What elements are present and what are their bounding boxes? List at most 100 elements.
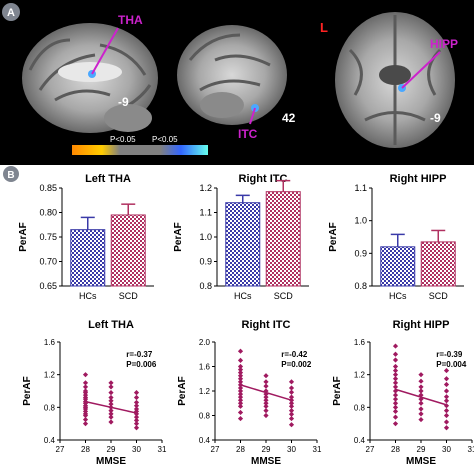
y-tick-label: 1.2 [354,371,366,380]
scatter-point [108,394,114,401]
scatter-point [443,398,450,404]
y-tick-label: 0.8 [354,403,366,412]
scatter-point [237,415,244,422]
scatter-point [237,348,244,354]
x-axis-label: MMSE [96,456,126,467]
scatter-point [418,406,424,412]
scatter-point [392,392,399,398]
y-tick-label: 0.8 [44,403,56,412]
side-label-l: L [320,20,328,35]
y-tick-label: 0.9 [199,257,212,267]
y-tick-label: 2.0 [199,338,211,347]
x-tick-label: 27 [211,445,220,454]
chart-1: Left THA 0.65 0.70 0.75 0.80 0.85 PerAF HCs SCD [18,173,154,301]
scatter-point [133,425,140,431]
chart-3: Right HIPP 0.8 0.9 1.0 1.1 PerAF HCs SCD [328,173,464,301]
y-tick-label: 0.8 [199,412,211,421]
scatter-point [237,391,244,397]
scatter-point [133,421,140,427]
scatter-point [108,414,114,420]
chart-4: Left THA 0.4 0.8 1.2 1.6 27 28 29 30 31 MMSE PerAF r… [22,319,167,467]
scatter-point [288,394,295,400]
y-tick-label: 0.80 [39,208,57,218]
correlation-p: P=0.004 [436,360,467,369]
scatter-title: Right ITC [242,319,291,331]
panel-a: A THA -9 ITC 42 [0,0,474,165]
y-tick-label: 0.70 [39,257,57,267]
scatter-point [392,421,399,427]
scatter-point [392,367,399,374]
x-tick-label: 30 [442,445,451,454]
scatter-point [82,384,89,390]
scatter-point [392,357,399,363]
scatter-point [263,397,269,403]
correlation-p: P=0.006 [126,360,157,369]
region-label-hipp: HIPP [430,37,458,51]
scatter-point [288,379,295,385]
scatter-point [82,372,89,378]
scatter-point [133,414,140,420]
scatter-point [263,400,269,406]
y-tick-label: 1.2 [44,371,56,380]
scatter-point [288,422,295,428]
scatter-point [108,408,114,414]
category-label: HCs [389,291,407,301]
y-tick-label: 1.0 [354,216,367,226]
y-tick-label: 1.6 [44,338,56,347]
scatter-point [263,373,269,379]
scatter-point [418,416,424,423]
scatter-point [418,388,424,394]
chart-2: Right ITC 0.8 0.9 1.0 1.1 1.2 PerAF HCs SCD [173,173,309,301]
y-tick-label: 0.8 [199,281,212,291]
scatter-point [133,390,140,396]
bar-hcs [380,246,416,287]
scatter-point [237,363,244,370]
region-label-itc: ITC [238,127,258,141]
scatter-point [288,411,295,417]
scatter-title: Right HIPP [393,319,450,331]
scatter-point [392,384,399,390]
scatter-point [237,400,244,406]
scatter-point [237,409,244,416]
category-label: HCs [234,291,252,301]
colorbar [72,145,208,155]
slice-number-3: -9 [430,111,441,125]
brain-axial: HIPP L -9 [320,12,458,148]
scatter-point [392,363,399,370]
brain-sagittal-right-cerebellum [200,92,244,118]
scatter-point [392,343,399,349]
y-tick-label: 0.85 [39,183,57,193]
scatter-point [418,400,424,406]
scatter-point [133,403,140,409]
scatter-point [82,421,89,427]
scatter-point [237,366,244,373]
scatter-point [288,403,295,409]
scatter-point [288,389,295,395]
scatter-point [263,379,269,385]
y-tick-label: 0.4 [199,436,211,445]
y-tick-label: 0.8 [354,281,367,291]
scatter-point [392,400,399,406]
region-label-tha: THA [118,13,143,27]
scatter-point [108,419,114,425]
scatter-point [418,378,424,384]
itc-pointer [249,107,256,125]
category-label: SCD [429,291,449,301]
scatter-point [418,384,424,390]
bar-scd [420,241,456,287]
scatter-point [443,412,450,419]
y-tick-label: 0.9 [354,248,367,258]
scatter-point [443,388,450,394]
scatter-point [133,399,140,406]
y-tick-label: 0.75 [39,232,57,242]
fit-line [395,388,447,406]
scatter-point [392,396,399,402]
scatter-point [108,401,114,407]
panel-a-badge-text: A [7,7,15,19]
scatter-title: Left THA [88,319,134,331]
tha-pointer [91,27,119,75]
y-axis-label: PerAF [177,376,188,405]
scatter-point [392,376,399,382]
fit-line [240,384,292,401]
scatter-point [443,394,450,400]
